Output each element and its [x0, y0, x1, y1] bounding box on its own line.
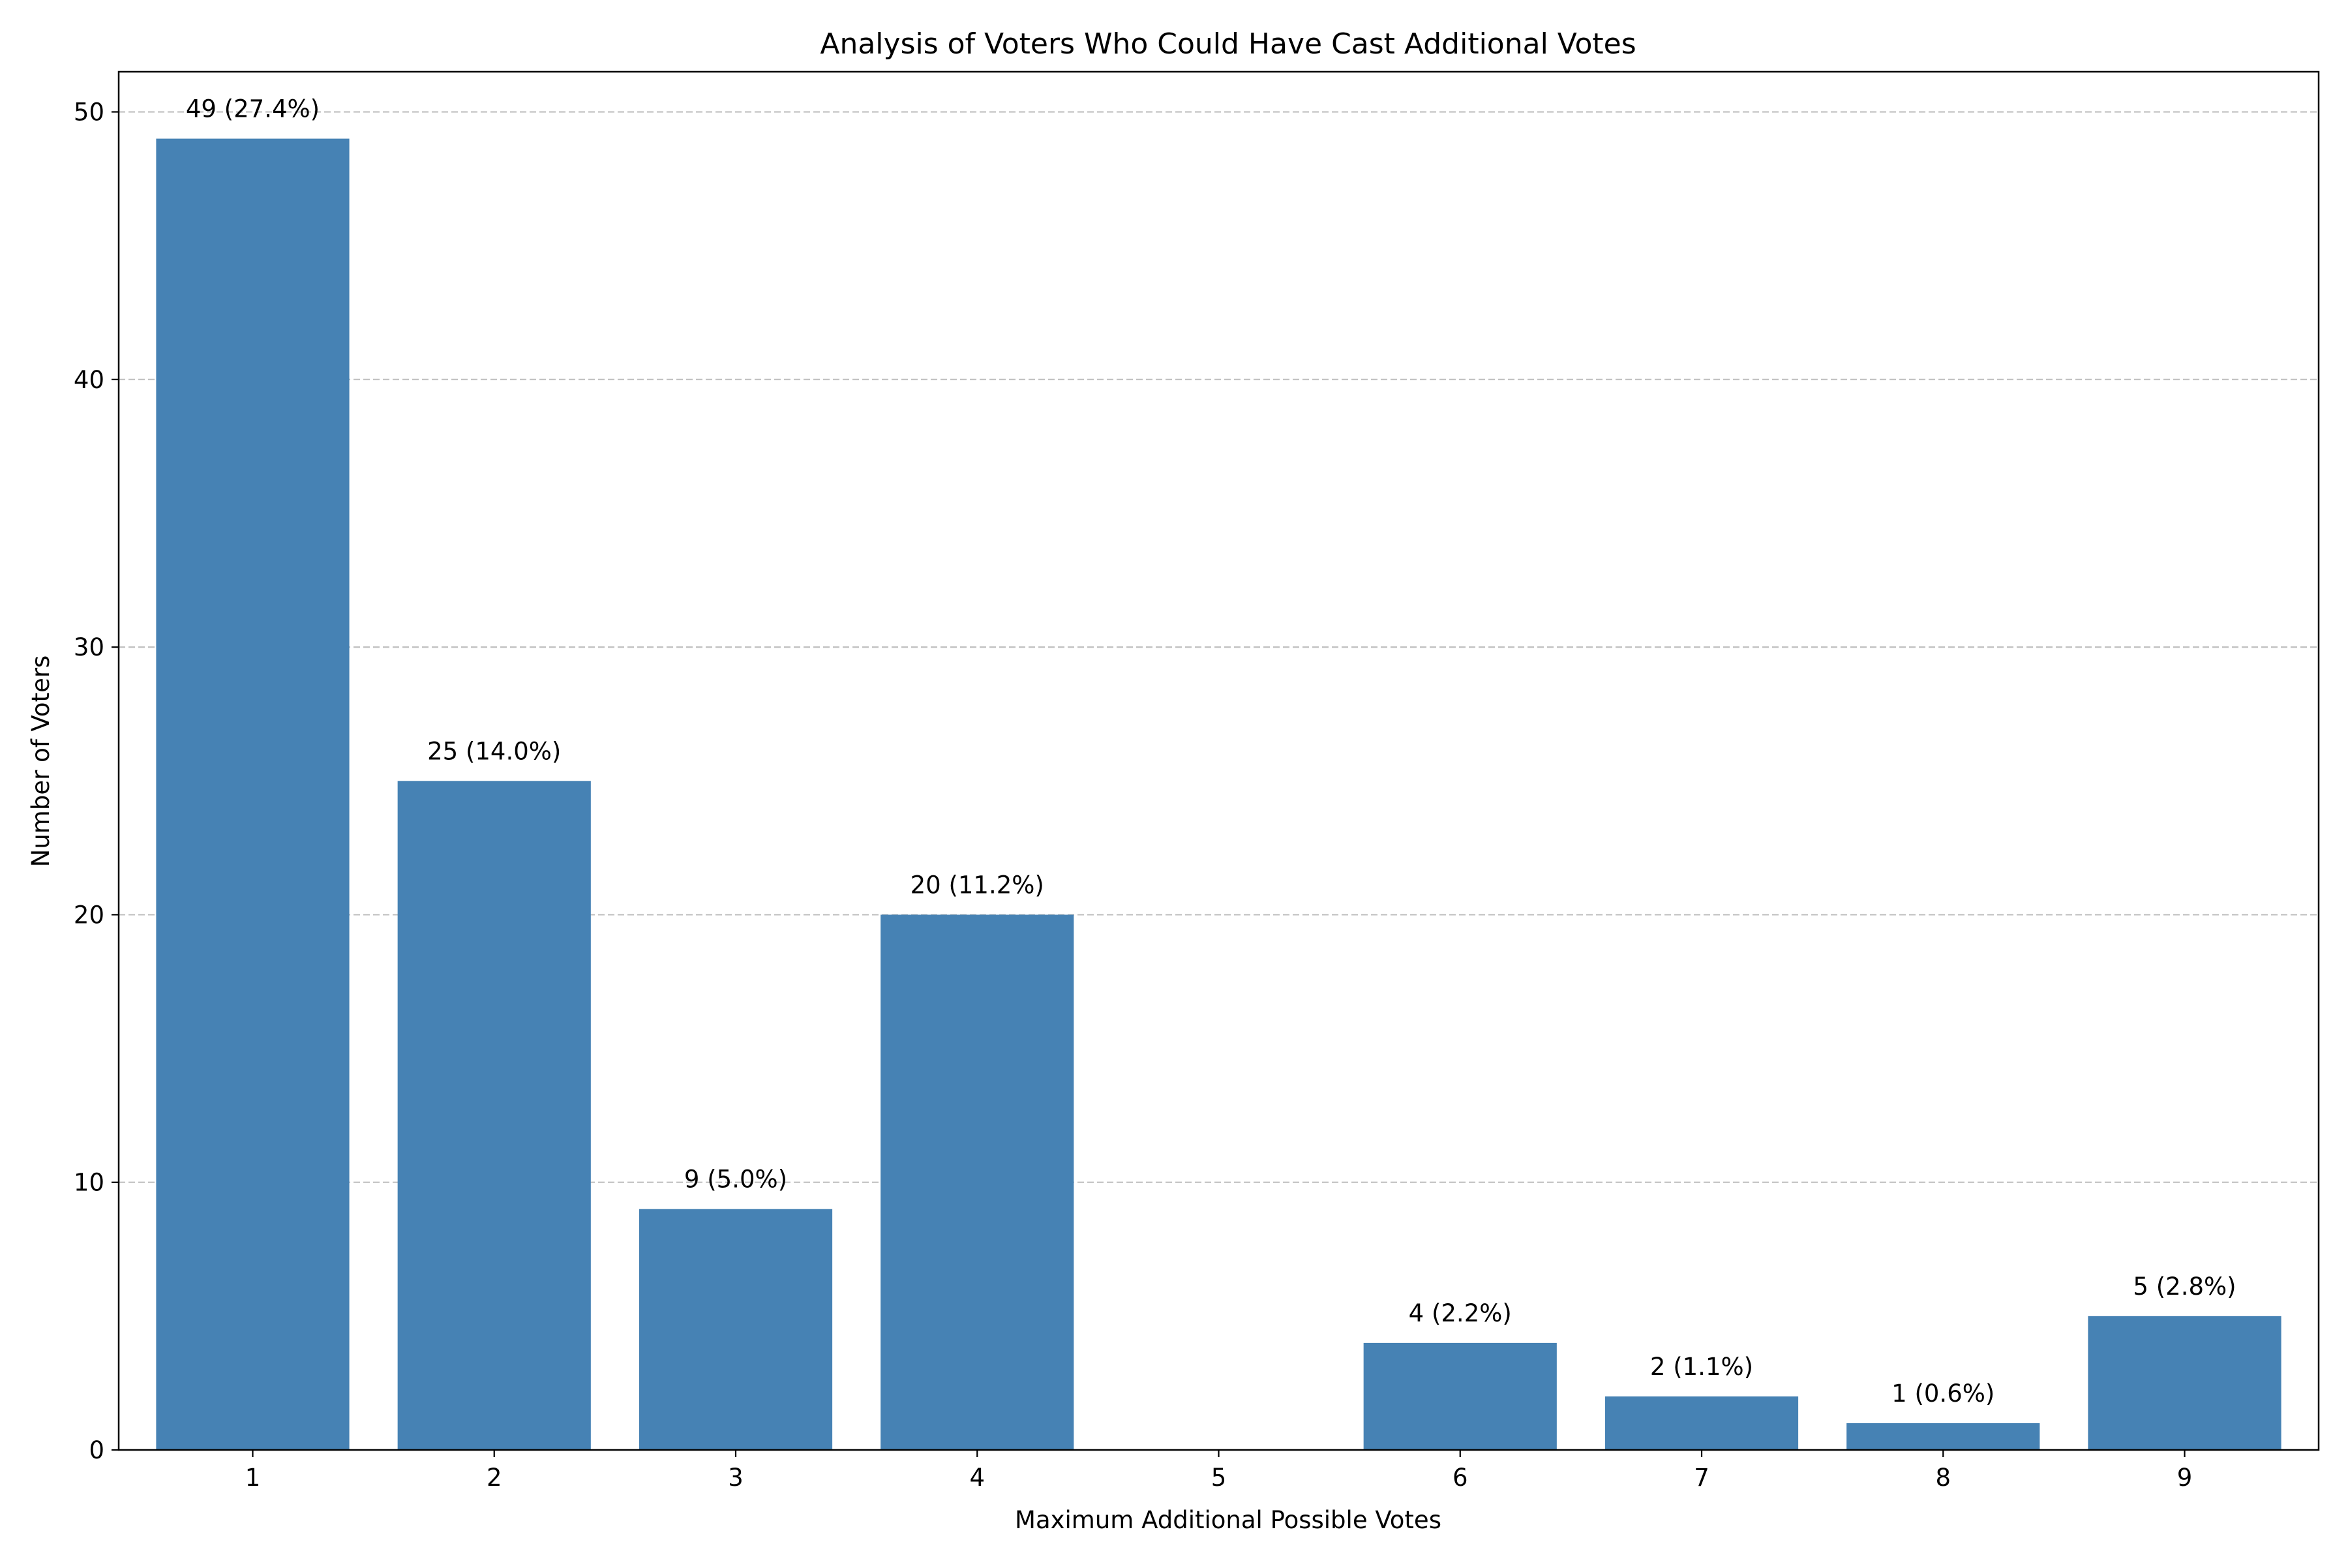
axes: 0 10 20 30 40 50 1 2 3 4 5 6 7 8 9	[74, 70, 2320, 1492]
x-tick-label-6: 6	[1452, 1464, 1468, 1492]
bar-2	[397, 781, 591, 1450]
data-labels: 49 (27.4%) 25 (14.0%) 9 (5.0%) 20 (11.2%) 4 …	[186, 95, 2236, 1408]
y-tick-label-30: 30	[74, 633, 104, 661]
data-label-1: 49 (27.4%)	[186, 95, 320, 123]
data-label-8: 1 (0.6%)	[1891, 1380, 1994, 1408]
x-tick-label-4: 4	[969, 1464, 985, 1492]
x-tick-label-9: 9	[2177, 1464, 2193, 1492]
x-tick-label-1: 1	[245, 1464, 261, 1492]
x-tick-label-3: 3	[728, 1464, 744, 1492]
bar-6	[1363, 1342, 1557, 1450]
x-tick-label-2: 2	[487, 1464, 502, 1492]
bar-9	[2088, 1316, 2281, 1450]
bars	[156, 138, 2281, 1451]
bar-1	[156, 138, 350, 1451]
x-tick-label-8: 8	[1935, 1464, 1951, 1492]
data-label-2: 25 (14.0%)	[427, 737, 561, 765]
chart-title: Analysis of Voters Who Could Have Cast A…	[820, 27, 1636, 61]
bar-3	[639, 1209, 833, 1450]
y-axis-label: Number of Voters	[27, 656, 55, 867]
bar-7	[1604, 1396, 1799, 1450]
x-tick-label-7: 7	[1694, 1464, 1709, 1492]
data-label-6: 4 (2.2%)	[1409, 1299, 1512, 1327]
bar-8	[1846, 1423, 2040, 1450]
y-tick-label-40: 40	[74, 366, 104, 394]
y-tick-label-0: 0	[89, 1436, 104, 1464]
data-label-3: 9 (5.0%)	[684, 1166, 787, 1194]
y-tick-label-10: 10	[74, 1169, 104, 1197]
y-tick-label-50: 50	[74, 98, 104, 127]
x-axis-label: Maximum Additional Possible Votes	[1015, 1506, 1441, 1534]
data-label-9: 5 (2.8%)	[2133, 1273, 2236, 1301]
data-label-7: 2 (1.1%)	[1650, 1353, 1753, 1381]
data-label-4: 20 (11.2%)	[911, 871, 1044, 899]
x-tick-label-5: 5	[1211, 1464, 1227, 1492]
y-tick-label-20: 20	[74, 901, 104, 929]
bar-4	[880, 914, 1074, 1450]
